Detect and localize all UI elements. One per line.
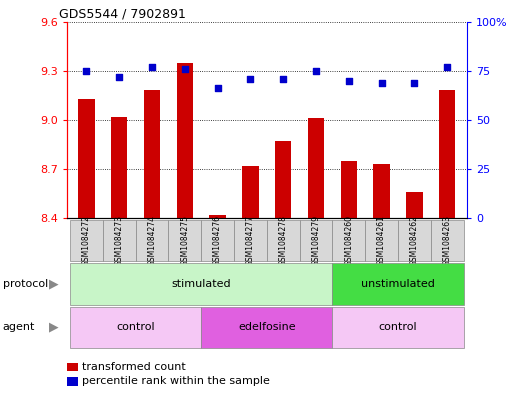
Text: protocol: protocol: [3, 279, 48, 289]
Text: stimulated: stimulated: [171, 279, 231, 289]
Text: GSM1084274: GSM1084274: [147, 215, 156, 266]
Bar: [144, 90, 160, 218]
Point: [181, 66, 189, 72]
Bar: [234, 220, 267, 261]
Point: [378, 79, 386, 86]
Bar: [431, 220, 464, 261]
Text: GSM1084262: GSM1084262: [410, 215, 419, 266]
Bar: [308, 118, 324, 218]
Point: [82, 68, 90, 74]
Bar: [398, 220, 431, 261]
Text: edelfosine: edelfosine: [238, 322, 295, 332]
Text: GSM1084279: GSM1084279: [311, 215, 321, 266]
Bar: [332, 263, 464, 305]
Text: percentile rank within the sample: percentile rank within the sample: [82, 376, 270, 386]
Point: [279, 75, 287, 82]
Point: [213, 85, 222, 92]
Point: [148, 64, 156, 70]
Bar: [78, 99, 94, 218]
Text: GSM1084260: GSM1084260: [344, 215, 353, 266]
Bar: [275, 141, 291, 218]
Bar: [341, 161, 357, 218]
Bar: [365, 220, 398, 261]
Bar: [332, 307, 464, 348]
Text: GSM1084273: GSM1084273: [115, 215, 124, 266]
Text: GSM1084276: GSM1084276: [213, 215, 222, 266]
Bar: [332, 220, 365, 261]
Text: GSM1084272: GSM1084272: [82, 215, 91, 266]
Bar: [209, 215, 226, 218]
Bar: [406, 192, 423, 218]
Text: transformed count: transformed count: [82, 362, 186, 372]
Bar: [111, 117, 127, 218]
Text: GSM1084263: GSM1084263: [443, 215, 451, 266]
Bar: [439, 90, 456, 218]
Point: [312, 68, 320, 74]
Bar: [201, 220, 234, 261]
Point: [410, 79, 419, 86]
Text: agent: agent: [3, 322, 35, 332]
Bar: [201, 307, 332, 348]
Bar: [135, 220, 168, 261]
Bar: [103, 220, 135, 261]
Bar: [300, 220, 332, 261]
Text: GSM1084277: GSM1084277: [246, 215, 255, 266]
Text: GSM1084261: GSM1084261: [377, 215, 386, 266]
Text: GSM1084275: GSM1084275: [180, 215, 189, 266]
Point: [246, 75, 254, 82]
Bar: [176, 62, 193, 218]
Bar: [373, 164, 390, 218]
Text: GDS5544 / 7902891: GDS5544 / 7902891: [58, 7, 186, 20]
Text: unstimulated: unstimulated: [361, 279, 435, 289]
Text: GSM1084278: GSM1084278: [279, 215, 288, 266]
Text: ▶: ▶: [49, 321, 58, 334]
Text: control: control: [379, 322, 417, 332]
Bar: [70, 307, 201, 348]
Bar: [70, 220, 103, 261]
Bar: [242, 166, 259, 218]
Point: [345, 77, 353, 84]
Text: ▶: ▶: [49, 277, 58, 290]
Point: [443, 64, 451, 70]
Bar: [267, 220, 300, 261]
Point: [115, 73, 123, 80]
Bar: [168, 220, 201, 261]
Text: control: control: [116, 322, 155, 332]
Bar: [70, 263, 332, 305]
